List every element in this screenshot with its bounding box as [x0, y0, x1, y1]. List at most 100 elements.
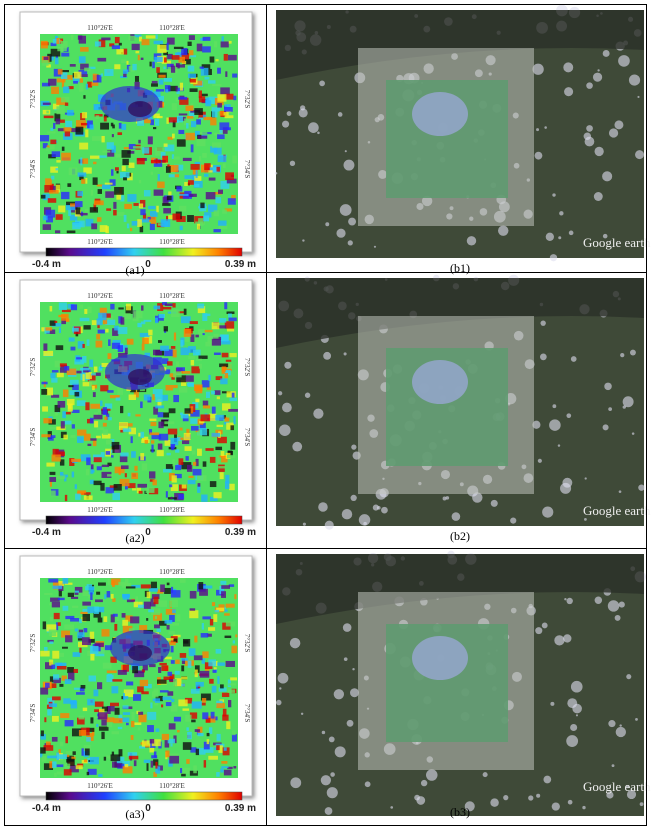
- map-pixel: [190, 334, 195, 342]
- map-pixel: [205, 391, 210, 399]
- cloud: [325, 222, 330, 227]
- map-pixel: [135, 414, 141, 417]
- map-pixel: [221, 591, 226, 598]
- map-pixel: [107, 449, 115, 453]
- map-blob: [100, 86, 160, 122]
- map-pixel: [97, 189, 103, 194]
- cloud: [550, 701, 555, 706]
- map-pixel: [158, 340, 162, 343]
- map-pixel: [227, 679, 231, 688]
- cloud: [313, 408, 324, 419]
- map-pixel: [203, 760, 207, 768]
- map-pixel: [58, 205, 66, 213]
- map-pixel: [162, 196, 169, 205]
- map-pixel: [46, 145, 50, 149]
- map-pixel: [132, 63, 137, 71]
- map-pixel: [133, 760, 137, 767]
- map-pixel: [70, 346, 76, 351]
- cloud: [626, 784, 630, 789]
- map-pixel: [72, 383, 79, 391]
- map-pixel: [221, 352, 229, 358]
- map-pixel: [117, 132, 123, 136]
- map-pixel: [111, 441, 120, 450]
- map-pixel: [155, 394, 163, 403]
- map-pixel: [85, 66, 96, 70]
- lat-label: 7°32'S: [243, 90, 251, 109]
- map-pixel: [44, 185, 53, 193]
- map-pixel: [207, 204, 218, 212]
- map-pixel: [150, 171, 154, 175]
- map-pixel: [84, 308, 88, 314]
- caption: (b2): [450, 529, 470, 543]
- map-pixel: [59, 459, 65, 466]
- map-pixel: [53, 612, 60, 620]
- cloud: [584, 477, 587, 480]
- map-pixel: [97, 646, 105, 654]
- map-pixel: [174, 174, 179, 178]
- lon-label: 110°28'E: [159, 238, 185, 246]
- map-pixel: [178, 129, 185, 135]
- map-pixel: [169, 373, 177, 378]
- map-pixel: [67, 758, 75, 766]
- map-pixel: [211, 602, 216, 607]
- map-pixel: [77, 717, 85, 725]
- map-pixel: [204, 667, 210, 671]
- map-pixel: [186, 123, 189, 129]
- map-pixel: [101, 731, 105, 740]
- map-pixel: [64, 720, 74, 727]
- cloud: [304, 392, 311, 398]
- caption: (a2): [125, 531, 144, 545]
- map-pixel: [64, 679, 72, 684]
- map-pixel: [56, 764, 64, 768]
- lat-label: 7°34'S: [243, 160, 251, 179]
- cloud: [602, 49, 610, 57]
- map-pixel: [120, 427, 124, 433]
- map-pixel: [85, 402, 90, 411]
- map-pixel: [165, 608, 176, 615]
- map-pixel: [59, 741, 64, 747]
- map-pixel: [167, 428, 178, 435]
- cloud: [604, 382, 612, 391]
- map-pixel: [167, 53, 173, 60]
- map-pixel: [217, 455, 220, 464]
- map-pixel: [232, 155, 237, 164]
- map-pixel: [98, 366, 103, 371]
- map-pixel: [215, 743, 225, 747]
- map-pixel: [199, 66, 204, 69]
- map-pixel: [167, 136, 174, 140]
- map-pixel: [50, 490, 56, 497]
- map-pixel: [204, 212, 212, 218]
- map-pixel: [105, 717, 115, 723]
- map-pixel: [155, 118, 160, 126]
- map-pixel: [109, 179, 116, 186]
- map-pixel: [149, 223, 155, 231]
- map-pixel: [193, 655, 203, 661]
- map-pixel: [122, 619, 129, 626]
- map-pixel: [200, 414, 211, 422]
- map-pixel: [180, 316, 191, 324]
- map-pixel: [166, 195, 172, 201]
- map-pixel: [61, 152, 71, 161]
- map-pixel: [112, 124, 115, 129]
- map-pixel: [163, 77, 172, 82]
- map-pixel: [199, 588, 208, 596]
- map-pixel: [92, 470, 95, 473]
- map-pixel: [177, 730, 180, 733]
- map-pixel: [133, 311, 143, 319]
- map-pixel: [116, 49, 124, 55]
- map-pixel: [198, 96, 206, 103]
- map-pixel: [197, 475, 207, 482]
- cloud: [326, 787, 338, 799]
- map-pixel: [41, 756, 47, 762]
- map-pixel: [190, 121, 197, 128]
- map-pixel: [164, 587, 171, 594]
- map-pixel: [62, 411, 66, 419]
- map-pixel: [125, 303, 132, 311]
- map-pixel: [77, 341, 84, 349]
- map-pixel: [56, 372, 64, 378]
- map-pixel: [61, 80, 65, 88]
- map-pixel: [224, 107, 233, 112]
- map-pixel: [202, 36, 211, 41]
- map-pixel: [102, 662, 112, 669]
- map-pixel: [120, 195, 125, 202]
